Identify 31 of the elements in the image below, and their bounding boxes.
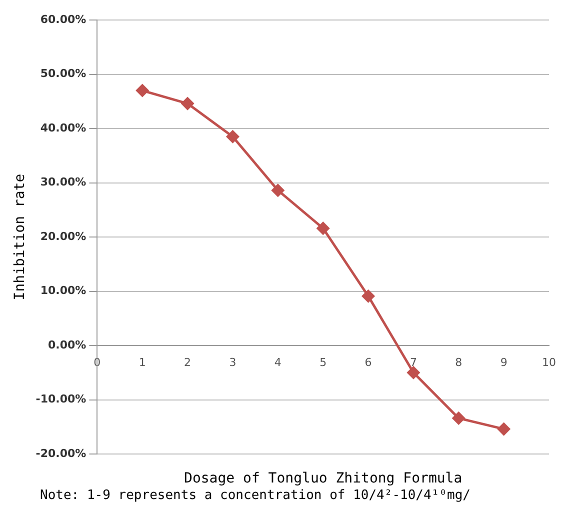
point bbox=[181, 97, 194, 110]
y-tick-label: 60.00% bbox=[40, 12, 86, 26]
point bbox=[407, 366, 420, 379]
point bbox=[362, 290, 375, 302]
text: Note: 1-9 represents a concentration of 10/4²-10/4¹⁰mg/ bbox=[39, 488, 472, 503]
y-tick-label: -20.00% bbox=[36, 446, 86, 460]
y-tick-label: -10.00% bbox=[36, 392, 86, 406]
x-tick-label: 4 bbox=[274, 356, 282, 369]
x-tick-label: 3 bbox=[229, 356, 236, 369]
x-tick-label: 6 bbox=[364, 356, 372, 369]
y-tick-label: 40.00% bbox=[40, 121, 86, 134]
x-tick-label: 2 bbox=[184, 356, 192, 369]
point bbox=[226, 130, 239, 143]
point bbox=[272, 184, 284, 197]
y-tick-label: 20.00% bbox=[40, 230, 86, 243]
x-tick-label: 7 bbox=[410, 356, 417, 369]
x-tick-label: 5 bbox=[320, 356, 327, 369]
x-tick-label: 1 bbox=[138, 356, 146, 369]
y-tick-label: 30.00% bbox=[40, 176, 86, 189]
point bbox=[316, 222, 330, 235]
x-axis-title: Dosage of Tongluo Zhitong Formula bbox=[184, 470, 462, 487]
y-tick-label: 0.00% bbox=[48, 338, 86, 352]
x-tick-label: 10 bbox=[542, 356, 556, 369]
y-tick-label: 50.00% bbox=[40, 67, 86, 80]
y-axis-title: Inhibition rate bbox=[12, 174, 28, 300]
x-tick-label: 8 bbox=[455, 356, 462, 369]
point bbox=[452, 412, 465, 424]
point bbox=[498, 422, 510, 436]
x-tick-label: 9 bbox=[500, 356, 508, 369]
point bbox=[136, 84, 149, 97]
y-tick-label: 10.00% bbox=[40, 284, 86, 298]
